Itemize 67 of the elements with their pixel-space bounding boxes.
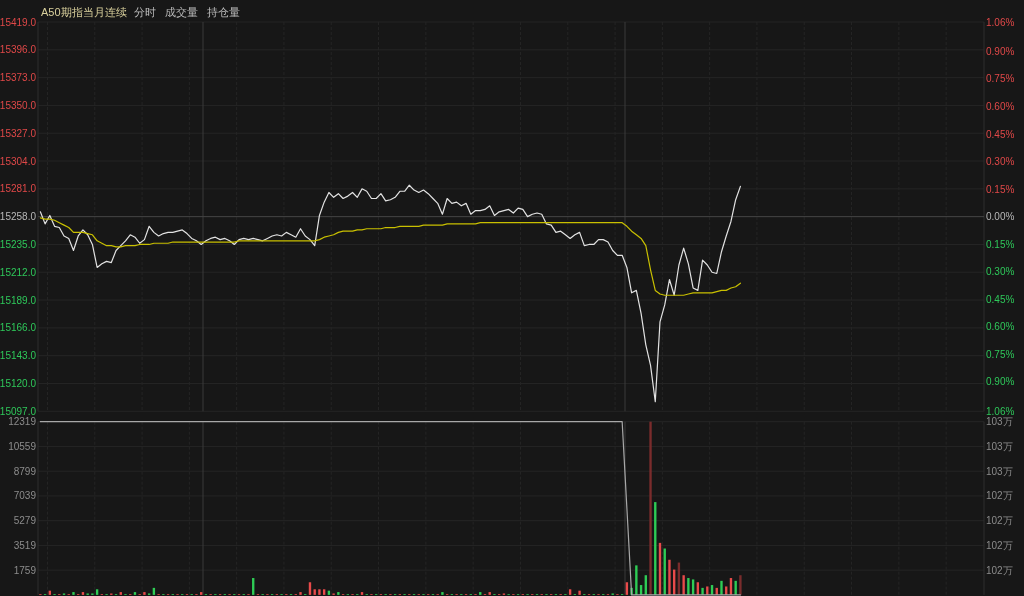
bar <box>72 592 75 595</box>
y-tick-label: 15097.0 <box>0 405 37 417</box>
y-tick-label: 7039 <box>13 490 37 502</box>
y-tick-label: 1759 <box>13 564 37 576</box>
y2-tick-label: 0.45% <box>986 293 1015 305</box>
y-tick-label: 15396.0 <box>0 44 37 56</box>
y2-tick-label: 102万 <box>986 539 1013 551</box>
y-tick-label: 8799 <box>13 465 37 477</box>
y2-tick-label: 0.75% <box>986 73 1015 85</box>
y-tick-label: 10559 <box>8 440 37 452</box>
y2-tick-label: 0.90% <box>986 45 1015 57</box>
y2-tick-label: 103万 <box>986 440 1013 452</box>
y2-tick-label: 103万 <box>986 416 1013 428</box>
bar <box>95 589 99 595</box>
bar <box>687 578 690 595</box>
y-tick-label: 3519 <box>13 539 37 551</box>
chart-title: A50期指当月连续 <box>41 6 127 18</box>
y-tick-label: 15189.0 <box>0 294 37 306</box>
text: 成交量 <box>164 6 198 18</box>
y2-tick-label: 103万 <box>986 465 1013 477</box>
bar <box>649 421 652 595</box>
y2-tick-label: 0.45% <box>986 128 1015 140</box>
bar <box>322 589 326 595</box>
bar <box>720 580 723 595</box>
y2-tick-label: 0.60% <box>986 321 1015 333</box>
bar <box>668 559 671 595</box>
y2-tick-label: 1.06% <box>986 405 1015 417</box>
y2-tick-label: 102万 <box>986 564 1013 576</box>
bar <box>682 575 685 595</box>
y2-tick-label: 102万 <box>986 515 1013 527</box>
text: 分时 <box>133 6 156 18</box>
y-tick-label: 15120.0 <box>0 377 37 389</box>
y2-tick-label: 102万 <box>986 490 1013 502</box>
bar <box>318 589 321 595</box>
y2-tick-label: 0.30% <box>986 266 1015 278</box>
y-tick-label: 15235.0 <box>0 238 37 250</box>
y-tick-label: 15281.0 <box>0 183 37 195</box>
bar <box>143 592 146 595</box>
bar <box>568 589 572 595</box>
bar <box>739 575 742 595</box>
y2-tick-label: 1.06% <box>986 16 1015 28</box>
bar <box>635 565 638 595</box>
y-tick-label: 15373.0 <box>0 72 37 84</box>
y-tick-label: 12319 <box>8 416 37 428</box>
y-tick-label: 15258.0 <box>0 211 37 223</box>
y2-tick-label: 0.60% <box>986 100 1015 112</box>
bar <box>299 592 302 595</box>
y-tick-label: 15419.0 <box>0 16 37 28</box>
bar <box>734 580 737 595</box>
bar <box>337 592 340 595</box>
y-tick-label: 15166.0 <box>0 322 37 334</box>
y2-tick-label: 0.15% <box>986 183 1015 195</box>
y-tick-label: 15327.0 <box>0 127 37 139</box>
bar <box>441 592 444 595</box>
bar <box>578 590 581 595</box>
y2-tick-label: 0.90% <box>986 376 1015 388</box>
text: 持仓量 <box>206 6 240 18</box>
y2-tick-label: 0.00% <box>986 211 1015 223</box>
y2-tick-label: 0.30% <box>986 156 1015 168</box>
y-tick-label: 15212.0 <box>0 266 37 278</box>
y-tick-label: 15143.0 <box>0 350 37 362</box>
y-tick-label: 15304.0 <box>0 155 37 167</box>
y2-tick-label: 0.15% <box>986 238 1015 250</box>
bar <box>313 589 316 595</box>
y-tick-label: 15350.0 <box>0 99 37 111</box>
y-tick-label: 5279 <box>13 515 37 527</box>
y2-tick-label: 0.75% <box>986 348 1015 360</box>
